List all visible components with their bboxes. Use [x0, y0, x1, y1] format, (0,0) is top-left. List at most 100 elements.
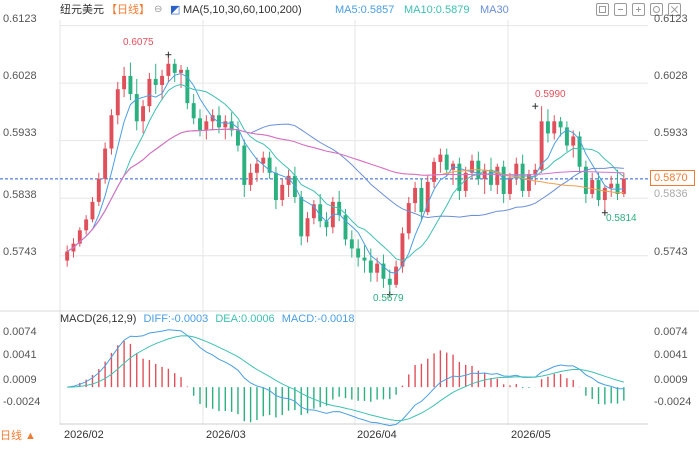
macd-panel	[67, 329, 625, 427]
candle-body	[400, 233, 405, 267]
grid-lines	[0, 20, 699, 425]
candle-76	[545, 109, 550, 143]
candle-29	[248, 163, 253, 191]
candle-11	[134, 78, 139, 131]
candle-40	[318, 193, 323, 228]
candle-14	[153, 63, 158, 95]
candle-80	[571, 130, 576, 158]
candle-23	[210, 109, 215, 131]
candle-body	[185, 69, 190, 104]
ma-settings-icon[interactable]: ◩	[170, 4, 181, 16]
candle-43	[337, 190, 342, 222]
candle-77	[552, 115, 557, 140]
candle-61	[451, 160, 456, 185]
candle-body	[602, 187, 607, 201]
ma10-line	[66, 83, 625, 262]
candle-24	[217, 106, 221, 134]
candle-body	[103, 148, 108, 179]
candle-body	[96, 178, 101, 202]
y-left-1: 0.6028	[3, 70, 37, 82]
macd-y-right-1: 0.0041	[654, 349, 688, 361]
candle-body	[166, 63, 171, 76]
candle-body	[160, 75, 165, 85]
candle-5	[96, 172, 101, 207]
macd-y-left-2: 0.0009	[3, 374, 37, 386]
candle-body	[571, 136, 576, 146]
candle-body	[514, 163, 519, 178]
minimize-icon[interactable]	[614, 3, 627, 16]
macd-y-left-0: 0.0074	[3, 326, 37, 338]
hide-toggle-icon[interactable]: ⊖	[154, 4, 163, 15]
candle-body	[198, 118, 202, 131]
candle-63	[463, 166, 468, 198]
candle-37	[299, 190, 304, 246]
y-left-2: 0.5933	[3, 127, 37, 139]
candle-2	[77, 227, 82, 247]
candle-19	[185, 66, 190, 110]
candle-body	[501, 166, 506, 194]
candle-body	[280, 184, 285, 201]
ma5-line	[66, 72, 624, 274]
candle-body	[128, 75, 133, 95]
candle-body	[261, 157, 266, 164]
y-right-hint: 0.5836	[654, 188, 688, 200]
candle-41	[324, 212, 329, 237]
macd-y-right-2: 0.0009	[654, 374, 688, 386]
close-icon[interactable]	[668, 3, 681, 16]
date-label-3: 2026/05	[511, 429, 551, 441]
period-tab[interactable]: 日线 ▲	[0, 430, 36, 442]
dea-line	[67, 335, 624, 422]
candle-27	[235, 121, 240, 152]
candle-12	[141, 100, 146, 134]
candle-body	[432, 161, 437, 182]
candle-66	[482, 163, 487, 194]
candle-body	[583, 166, 588, 194]
candle-38	[305, 212, 310, 243]
candle-body	[609, 183, 614, 188]
ma30-value: MA30	[480, 4, 509, 16]
period-selector[interactable]: 【日线】	[106, 4, 150, 16]
candle-body	[172, 63, 177, 73]
candle-body	[520, 163, 525, 191]
candle-44	[343, 209, 348, 246]
candle-body	[254, 163, 259, 173]
macd-title: MACD(26,12,9)	[60, 313, 137, 325]
settings-icon[interactable]	[650, 3, 663, 16]
candle-body	[248, 172, 253, 185]
candle-body	[489, 169, 493, 185]
fullscreen-icon[interactable]	[596, 3, 609, 16]
candle-body	[463, 172, 468, 191]
candle-body	[267, 157, 272, 173]
candle-3	[84, 215, 89, 235]
date-label-2: 2026/04	[357, 429, 397, 441]
candle-73	[526, 169, 531, 198]
candle-body	[526, 173, 531, 191]
candle-16	[166, 54, 171, 82]
candle-body	[109, 115, 114, 149]
low-label-1: 0.5679	[373, 293, 404, 304]
candle-body	[419, 187, 424, 213]
add-indicator-icon[interactable]	[632, 3, 645, 16]
candle-body	[141, 106, 146, 122]
candle-body	[577, 136, 582, 167]
candle-87	[615, 169, 620, 201]
candle-body	[343, 215, 348, 240]
low-label-2: 0.5814	[606, 213, 637, 224]
macd-y-left-3: -0.0024	[3, 396, 41, 408]
candle-body	[552, 121, 557, 134]
candle-52	[394, 260, 399, 288]
macd-value: MACD:-0.0018	[281, 313, 355, 325]
candle-body	[558, 121, 563, 128]
high-label-1: 0.6075	[123, 37, 154, 48]
candle-68	[495, 163, 500, 194]
ma5-value: MA5:0.5857	[335, 4, 395, 16]
candle-56	[419, 178, 424, 222]
ma-params[interactable]: MA(5,10,30,60,100,200)	[183, 4, 302, 16]
candle-20	[191, 94, 196, 125]
candle-65	[476, 151, 481, 185]
candle-75	[539, 106, 544, 173]
candle-body	[217, 115, 221, 128]
candle-0	[65, 245, 70, 267]
